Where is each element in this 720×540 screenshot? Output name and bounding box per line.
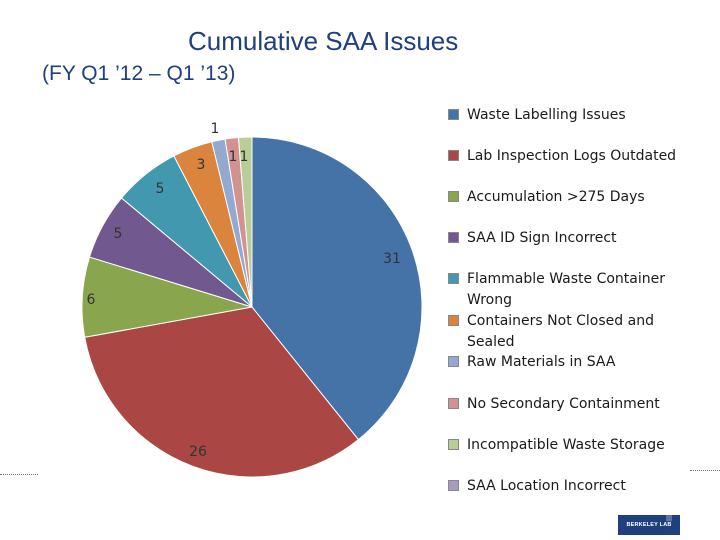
data-label: 31 bbox=[383, 251, 401, 267]
legend-swatch bbox=[448, 480, 459, 491]
dotted-divider-left bbox=[0, 474, 38, 475]
legend-swatch bbox=[448, 398, 459, 409]
dotted-divider-right bbox=[690, 470, 720, 471]
data-label: 5 bbox=[156, 181, 165, 197]
legend-label: Incompatible Waste Storage bbox=[467, 437, 665, 453]
legend-label: Raw Materials in SAA bbox=[467, 354, 616, 370]
legend-swatch bbox=[448, 273, 459, 284]
data-label: 1 bbox=[211, 121, 220, 137]
legend-label: SAA ID Sign Incorrect bbox=[467, 230, 617, 246]
data-label: 1 bbox=[240, 149, 249, 165]
legend-label: Containers Not Closed and Sealed bbox=[467, 313, 654, 350]
legend-swatch bbox=[448, 191, 459, 202]
legend-label: Flammable Waste Container Wrong bbox=[467, 271, 666, 308]
legend-swatch bbox=[448, 150, 459, 161]
legend-swatch bbox=[448, 439, 459, 450]
chart-title: Cumulative SAA Issues bbox=[188, 26, 459, 56]
legend-swatch bbox=[448, 232, 459, 243]
legend-label: Waste Labelling Issues bbox=[467, 107, 626, 123]
data-label: 1 bbox=[229, 149, 238, 165]
slice-lab-inspection-logs-outdated bbox=[84, 306, 360, 478]
legend-label: SAA Location Incorrect bbox=[467, 478, 626, 494]
legend-label: Lab Inspection Logs Outdated bbox=[467, 148, 677, 164]
legend-swatch bbox=[448, 315, 459, 326]
legend-swatch bbox=[448, 356, 459, 367]
data-label: 6 bbox=[87, 292, 96, 308]
chart-subtitle: (FY Q1 ’12 – Q1 ’13) bbox=[42, 62, 236, 85]
data-label: 5 bbox=[114, 226, 123, 242]
pie-slices bbox=[81, 136, 423, 478]
data-label: 3 bbox=[197, 157, 206, 173]
legend-label: No Secondary Containment bbox=[467, 396, 660, 412]
data-label: 26 bbox=[189, 444, 207, 460]
logo-text: BERKELEY LAB bbox=[626, 522, 672, 528]
legend-swatch bbox=[448, 109, 459, 120]
legend-label: Accumulation >275 Days bbox=[467, 189, 645, 205]
slice-waste-labelling-issues bbox=[251, 136, 423, 441]
berkeley-lab-logo: ||| BERKELEY LAB bbox=[618, 515, 680, 535]
logo-mark-icon: ||| bbox=[665, 515, 673, 522]
slice-incompatible-waste-storage bbox=[237, 136, 253, 308]
